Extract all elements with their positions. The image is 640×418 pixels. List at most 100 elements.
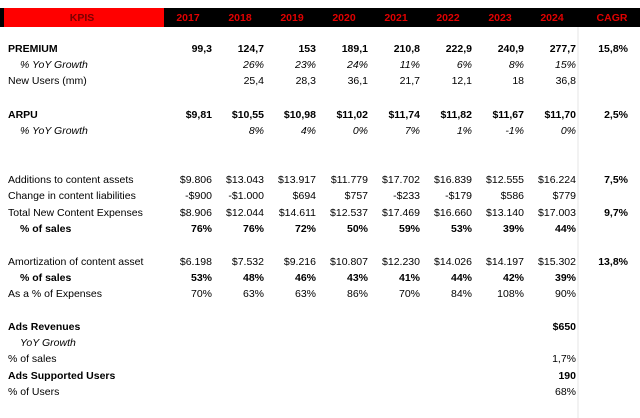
value-cell: 86% (347, 288, 368, 300)
cagr-cell: 9,7% (604, 207, 629, 219)
value-cell: $12.555 (486, 174, 524, 186)
value-cell: 153 (298, 43, 316, 55)
value-cell: $9,81 (186, 109, 212, 121)
value-cell: 99,3 (192, 43, 213, 55)
value-cell: 108% (497, 288, 524, 300)
value-cell: -1% (505, 125, 524, 137)
row-label: % YoY Growth (20, 59, 88, 71)
value-cell: $12.044 (226, 207, 264, 219)
value-cell: $17.702 (382, 174, 420, 186)
value-cell: $757 (345, 190, 369, 202)
value-cell: 21,7 (400, 75, 421, 87)
value-cell: $13.917 (278, 174, 316, 186)
header-label: 2017 (176, 12, 200, 24)
row-label: Total New Content Expenses (8, 207, 143, 219)
header-label: KPIS (70, 12, 95, 24)
value-cell: 39% (555, 272, 577, 284)
value-cell: 90% (555, 288, 576, 300)
cagr-cell: 15,8% (598, 43, 628, 55)
value-cell: 48% (243, 272, 265, 284)
value-cell: 28,3 (296, 75, 317, 87)
value-cell: 210,8 (394, 43, 420, 55)
value-cell: 189,1 (342, 43, 368, 55)
value-cell: $17.469 (382, 207, 420, 219)
value-cell: $16.660 (434, 207, 472, 219)
value-cell: 18 (512, 75, 524, 87)
value-cell: 1% (457, 125, 472, 137)
value-cell: 59% (399, 223, 421, 235)
value-cell: 53% (451, 223, 473, 235)
header-label: 2023 (488, 12, 512, 24)
header-label: 2022 (436, 12, 460, 24)
value-cell: 6% (457, 59, 472, 71)
value-cell: $8.906 (180, 207, 212, 219)
value-cell: $16.839 (434, 174, 472, 186)
value-cell: $9.216 (284, 256, 316, 268)
value-cell: $650 (553, 321, 577, 333)
value-cell: $11,74 (388, 109, 420, 121)
value-cell: 11% (400, 59, 420, 71)
value-cell: $11,67 (492, 109, 524, 121)
value-cell: 84% (451, 288, 472, 300)
value-cell: $11.779 (331, 174, 368, 186)
value-cell: $12.537 (330, 207, 368, 219)
row-label: Ads Supported Users (8, 370, 116, 382)
row-label: As a % of Expenses (8, 288, 102, 300)
value-cell: 222,9 (446, 43, 472, 55)
row-label: ARPU (8, 109, 38, 121)
row-label: % of sales (20, 272, 72, 284)
header-label: 2020 (332, 12, 356, 24)
value-cell: 36,8 (556, 75, 577, 87)
value-cell: 24% (346, 59, 368, 71)
value-cell: 70% (399, 288, 420, 300)
row-label: % of Users (8, 386, 59, 398)
header-kpis-cell (4, 8, 164, 27)
row-label: Change in content liabilities (8, 190, 136, 202)
value-cell: -$233 (393, 190, 420, 202)
value-cell: 26% (242, 59, 264, 71)
value-cell: 1,7% (552, 353, 576, 365)
row-label: PREMIUM (8, 43, 58, 55)
value-cell: 41% (399, 272, 421, 284)
cagr-cell: 7,5% (604, 174, 629, 186)
value-cell: 25,4 (244, 75, 265, 87)
header-label: CAGR (597, 12, 628, 24)
value-cell: $14.197 (486, 256, 524, 268)
value-cell: 50% (347, 223, 369, 235)
value-cell: 4% (301, 125, 316, 137)
cagr-cell: 2,5% (604, 109, 629, 121)
value-cell: $694 (293, 190, 317, 202)
value-cell: $10.807 (330, 256, 368, 268)
value-cell: 36,1 (348, 75, 369, 87)
header-label: 2024 (540, 12, 564, 24)
value-cell: $17.003 (538, 207, 576, 219)
value-cell: $14.611 (279, 207, 316, 219)
value-cell: 12,1 (452, 75, 473, 87)
value-cell: $16.224 (538, 174, 576, 186)
header-label: 2018 (228, 12, 252, 24)
value-cell: 124,7 (238, 43, 264, 55)
value-cell: 76% (243, 223, 265, 235)
header-label: 2019 (280, 12, 304, 24)
value-cell: -$179 (445, 190, 472, 202)
value-cell: 53% (191, 272, 213, 284)
value-cell: 44% (451, 272, 473, 284)
value-cell: $11,82 (440, 109, 472, 121)
value-cell: 15% (555, 59, 576, 71)
value-cell: $9.806 (180, 174, 212, 186)
value-cell: $13.043 (226, 174, 264, 186)
value-cell: $10,98 (284, 109, 316, 121)
cagr-cell: 13,8% (598, 256, 628, 268)
value-cell: $10,55 (232, 109, 264, 121)
value-cell: 70% (191, 288, 212, 300)
row-label: % YoY Growth (20, 125, 88, 137)
value-cell: 8% (249, 125, 264, 137)
value-cell: 63% (295, 288, 316, 300)
value-cell: $6.198 (180, 256, 212, 268)
value-cell: 46% (295, 272, 317, 284)
row-label: Ads Revenues (8, 321, 81, 333)
value-cell: $11,70 (544, 109, 576, 121)
value-cell: $7.532 (232, 256, 264, 268)
value-cell: 63% (243, 288, 264, 300)
value-cell: $779 (553, 190, 577, 202)
